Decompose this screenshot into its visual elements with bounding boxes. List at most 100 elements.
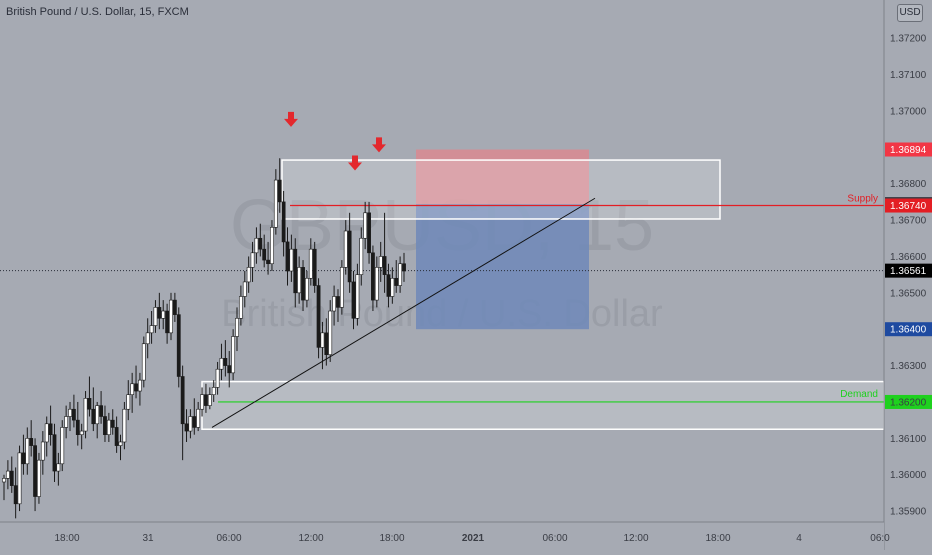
candle[interactable] (91, 408, 96, 425)
candle[interactable] (5, 470, 10, 479)
candle[interactable] (165, 310, 170, 334)
candle[interactable] (316, 285, 321, 348)
candle[interactable] (382, 256, 387, 275)
trendline[interactable] (211, 197, 596, 428)
candle[interactable] (95, 405, 100, 425)
candle[interactable] (60, 427, 65, 465)
price-label-tag[interactable] (885, 394, 932, 409)
candle[interactable] (324, 332, 329, 355)
candle[interactable] (17, 452, 22, 505)
candle[interactable] (262, 248, 267, 261)
candle[interactable] (207, 394, 212, 406)
candle[interactable] (68, 408, 72, 417)
candle[interactable] (235, 317, 239, 337)
candle[interactable] (106, 419, 111, 435)
candle[interactable] (242, 281, 247, 297)
candle[interactable] (192, 416, 197, 428)
candle[interactable] (40, 441, 45, 461)
candle[interactable] (141, 343, 146, 381)
candle[interactable] (351, 281, 356, 319)
candle[interactable] (378, 256, 383, 268)
candle[interactable] (231, 336, 236, 374)
candle[interactable] (64, 416, 69, 428)
candle[interactable] (21, 452, 26, 465)
candle[interactable] (211, 387, 216, 395)
candle[interactable] (126, 394, 131, 410)
candle[interactable] (359, 237, 364, 275)
candle[interactable] (161, 310, 166, 319)
candle[interactable] (328, 310, 333, 355)
candle[interactable] (180, 376, 185, 425)
candle[interactable] (281, 201, 286, 243)
candle[interactable] (289, 248, 294, 272)
candle[interactable] (250, 252, 255, 268)
candle[interactable] (394, 277, 399, 286)
candle[interactable] (363, 212, 368, 239)
candle[interactable] (79, 430, 84, 435)
candle[interactable] (402, 263, 406, 272)
candle[interactable] (215, 368, 220, 388)
price-label-tag[interactable] (885, 142, 932, 157)
candle[interactable] (254, 237, 259, 254)
candle[interactable] (83, 398, 88, 432)
candle[interactable] (301, 267, 305, 301)
candle[interactable] (44, 423, 49, 443)
candle[interactable] (227, 365, 232, 374)
candle[interactable] (25, 438, 30, 465)
candle[interactable] (130, 383, 135, 395)
candle[interactable] (184, 423, 189, 432)
candle[interactable] (2, 478, 6, 483)
candle[interactable] (336, 296, 340, 308)
candle[interactable] (75, 419, 80, 435)
candle[interactable] (196, 408, 201, 428)
candle[interactable] (200, 394, 204, 410)
currency-badge[interactable]: USD (897, 4, 923, 22)
candle[interactable] (56, 463, 61, 472)
candle[interactable] (308, 248, 313, 279)
candle[interactable] (367, 212, 371, 254)
candle[interactable] (297, 267, 302, 294)
candle[interactable] (114, 427, 119, 446)
candle[interactable] (48, 423, 53, 435)
candle[interactable] (110, 419, 115, 428)
candle[interactable] (118, 441, 123, 446)
candle[interactable] (134, 383, 138, 392)
candle[interactable] (33, 445, 37, 497)
candle[interactable] (343, 230, 348, 268)
candle[interactable] (176, 314, 181, 377)
candle[interactable] (266, 259, 270, 265)
candle[interactable] (37, 459, 41, 497)
candle[interactable] (153, 307, 158, 326)
candle[interactable] (169, 299, 173, 334)
candle[interactable] (29, 438, 34, 446)
candle[interactable] (386, 274, 391, 297)
candle[interactable] (285, 241, 290, 272)
candle[interactable] (99, 405, 103, 417)
demand-zone-box[interactable] (201, 380, 885, 430)
candle[interactable] (138, 379, 142, 392)
candle[interactable] (305, 277, 309, 301)
price-label-tag[interactable] (885, 322, 932, 337)
short-position-target-zone[interactable] (416, 204, 589, 330)
candle[interactable] (103, 416, 107, 435)
candle[interactable] (172, 299, 177, 315)
price-label-tag[interactable] (885, 263, 932, 278)
candle[interactable] (52, 434, 57, 472)
candle[interactable] (149, 325, 154, 334)
short-position-stop-zone[interactable] (416, 149, 589, 205)
candle[interactable] (374, 267, 379, 301)
candle[interactable] (157, 307, 162, 319)
candle[interactable] (122, 408, 127, 443)
candle[interactable] (355, 274, 360, 319)
candle[interactable] (72, 408, 76, 421)
candle[interactable] (312, 248, 317, 286)
candle[interactable] (246, 267, 251, 283)
candle[interactable] (87, 398, 92, 410)
price-label-tag[interactable] (885, 198, 932, 213)
candle[interactable] (277, 179, 282, 203)
candle[interactable] (188, 416, 193, 432)
candle[interactable] (371, 252, 375, 301)
candle[interactable] (145, 332, 150, 345)
supply-zone-box[interactable] (281, 159, 721, 220)
